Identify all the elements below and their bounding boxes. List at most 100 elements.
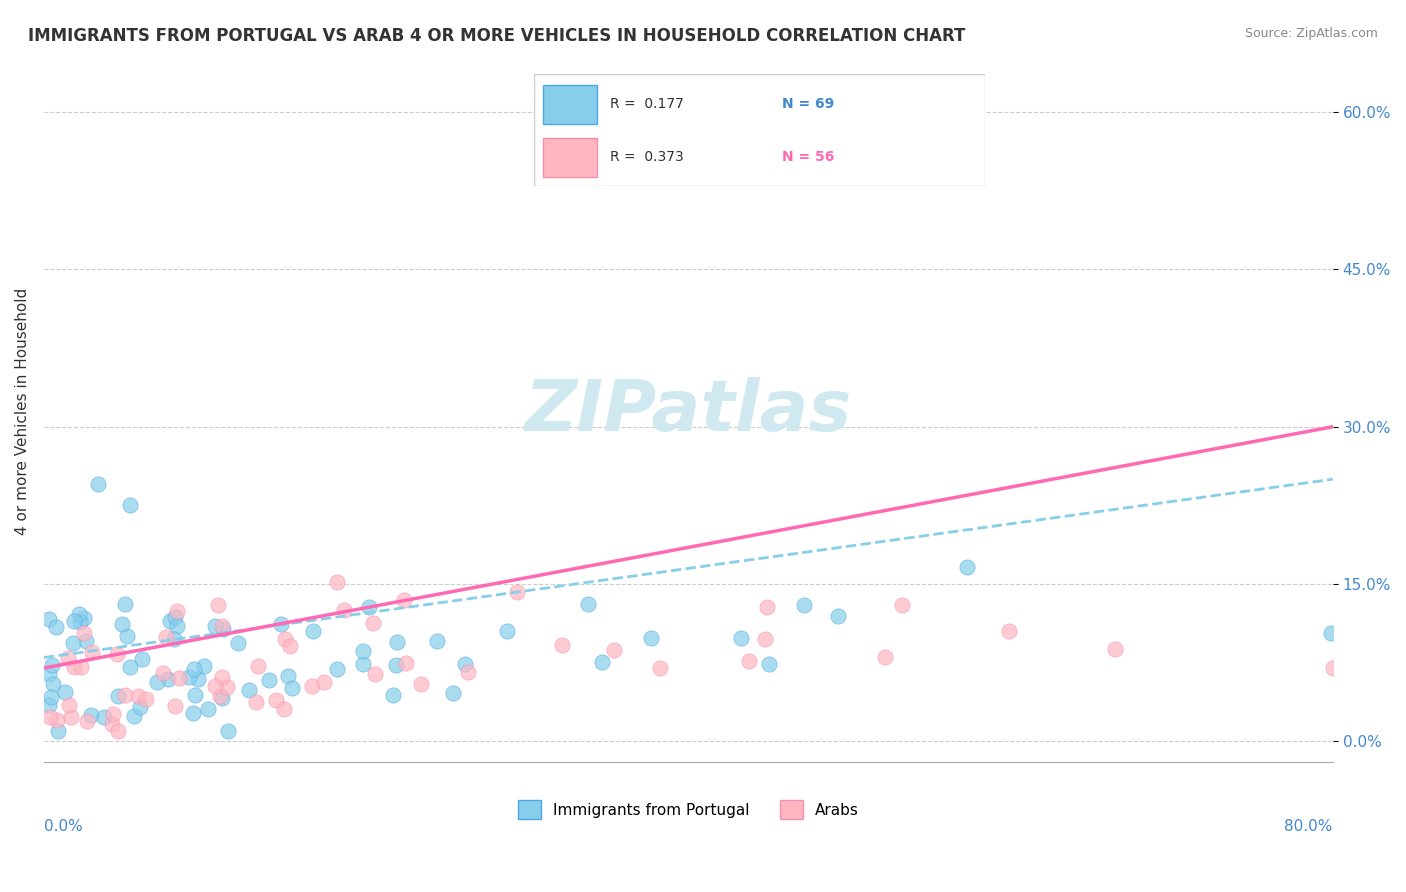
Immigrants from Portugal [107,690,129,704]
Immigrants from Portugal [80,708,103,723]
Immigrants from Portugal [41,677,63,691]
Arabs [550,639,572,653]
Arabs [114,688,136,702]
Immigrants from Portugal [359,600,381,615]
Immigrants from Portugal [576,597,599,611]
Immigrants from Portugal [73,611,96,625]
Immigrants from Portugal [187,673,209,687]
Arabs [58,698,80,713]
Arabs [395,656,418,670]
Immigrants from Portugal [352,657,374,672]
Immigrants from Portugal [62,636,84,650]
Arabs [69,660,91,674]
Arabs [274,632,297,647]
Y-axis label: 4 or more Vehicles in Household: 4 or more Vehicles in Household [15,287,30,534]
Immigrants from Portugal [204,619,226,633]
Arabs [56,651,79,665]
Immigrants from Portugal [212,622,235,636]
Immigrants from Portugal [1320,626,1343,640]
Arabs [204,679,226,693]
Arabs [394,593,416,607]
Immigrants from Portugal [385,657,408,672]
Immigrants from Portugal [793,598,815,612]
Immigrants from Portugal [86,477,108,491]
Immigrants from Portugal [758,657,780,672]
Immigrants from Portugal [257,673,280,687]
Arabs [62,659,84,673]
Arabs [167,672,190,686]
Arabs [39,710,62,724]
Arabs [211,619,233,633]
Immigrants from Portugal [211,691,233,706]
Immigrants from Portugal [115,629,138,643]
Immigrants from Portugal [827,609,849,624]
Immigrants from Portugal [111,617,134,632]
Arabs [891,598,914,612]
Text: ZIPatlas: ZIPatlas [524,376,852,445]
Immigrants from Portugal [426,634,449,648]
Text: IMMIGRANTS FROM PORTUGAL VS ARAB 4 OR MORE VEHICLES IN HOUSEHOLD CORRELATION CHA: IMMIGRANTS FROM PORTUGAL VS ARAB 4 OR MO… [28,27,966,45]
Immigrants from Portugal [193,659,215,673]
Immigrants from Portugal [956,560,979,574]
Immigrants from Portugal [454,657,477,671]
Text: 0.0%: 0.0% [44,819,83,834]
Immigrants from Portugal [38,698,60,712]
Immigrants from Portugal [120,660,142,674]
Immigrants from Portugal [640,632,662,646]
Immigrants from Portugal [38,612,60,626]
Arabs [209,689,232,703]
Arabs [273,702,295,716]
Immigrants from Portugal [118,499,141,513]
Arabs [152,666,174,681]
Immigrants from Portugal [352,644,374,658]
Arabs [998,624,1021,638]
Arabs [361,616,384,631]
Arabs [45,713,67,727]
Arabs [166,604,188,618]
Arabs [215,680,238,694]
Arabs [59,710,82,724]
Immigrants from Portugal [163,632,186,647]
Arabs [1322,661,1344,675]
Immigrants from Portugal [156,672,179,686]
Immigrants from Portugal [62,615,84,629]
Arabs [101,706,124,721]
Immigrants from Portugal [270,617,292,632]
Immigrants from Portugal [166,619,188,633]
Immigrants from Portugal [183,662,205,676]
Immigrants from Portugal [122,709,145,723]
Immigrants from Portugal [93,710,115,724]
Immigrants from Portugal [41,658,63,673]
Arabs [1104,641,1126,656]
Arabs [107,723,129,738]
Arabs [314,674,336,689]
Arabs [738,654,761,668]
Text: 80.0%: 80.0% [1285,819,1333,834]
Immigrants from Portugal [183,706,205,720]
Immigrants from Portugal [131,652,153,666]
Immigrants from Portugal [591,655,613,669]
Immigrants from Portugal [165,609,187,624]
Immigrants from Portugal [302,624,325,639]
Arabs [756,599,779,614]
Arabs [326,575,349,590]
Arabs [457,665,479,679]
Arabs [127,690,149,704]
Immigrants from Portugal [38,667,60,681]
Arabs [264,693,287,707]
Arabs [278,640,301,654]
Immigrants from Portugal [326,662,349,676]
Immigrants from Portugal [114,598,136,612]
Immigrants from Portugal [69,615,91,630]
Arabs [247,659,270,673]
Immigrants from Portugal [67,607,90,621]
Arabs [155,631,177,645]
Arabs [301,679,323,693]
Arabs [135,692,157,706]
Arabs [165,699,187,714]
Immigrants from Portugal [53,684,76,698]
Immigrants from Portugal [730,631,752,645]
Immigrants from Portugal [197,702,219,716]
Immigrants from Portugal [382,689,405,703]
Immigrants from Portugal [277,669,299,683]
